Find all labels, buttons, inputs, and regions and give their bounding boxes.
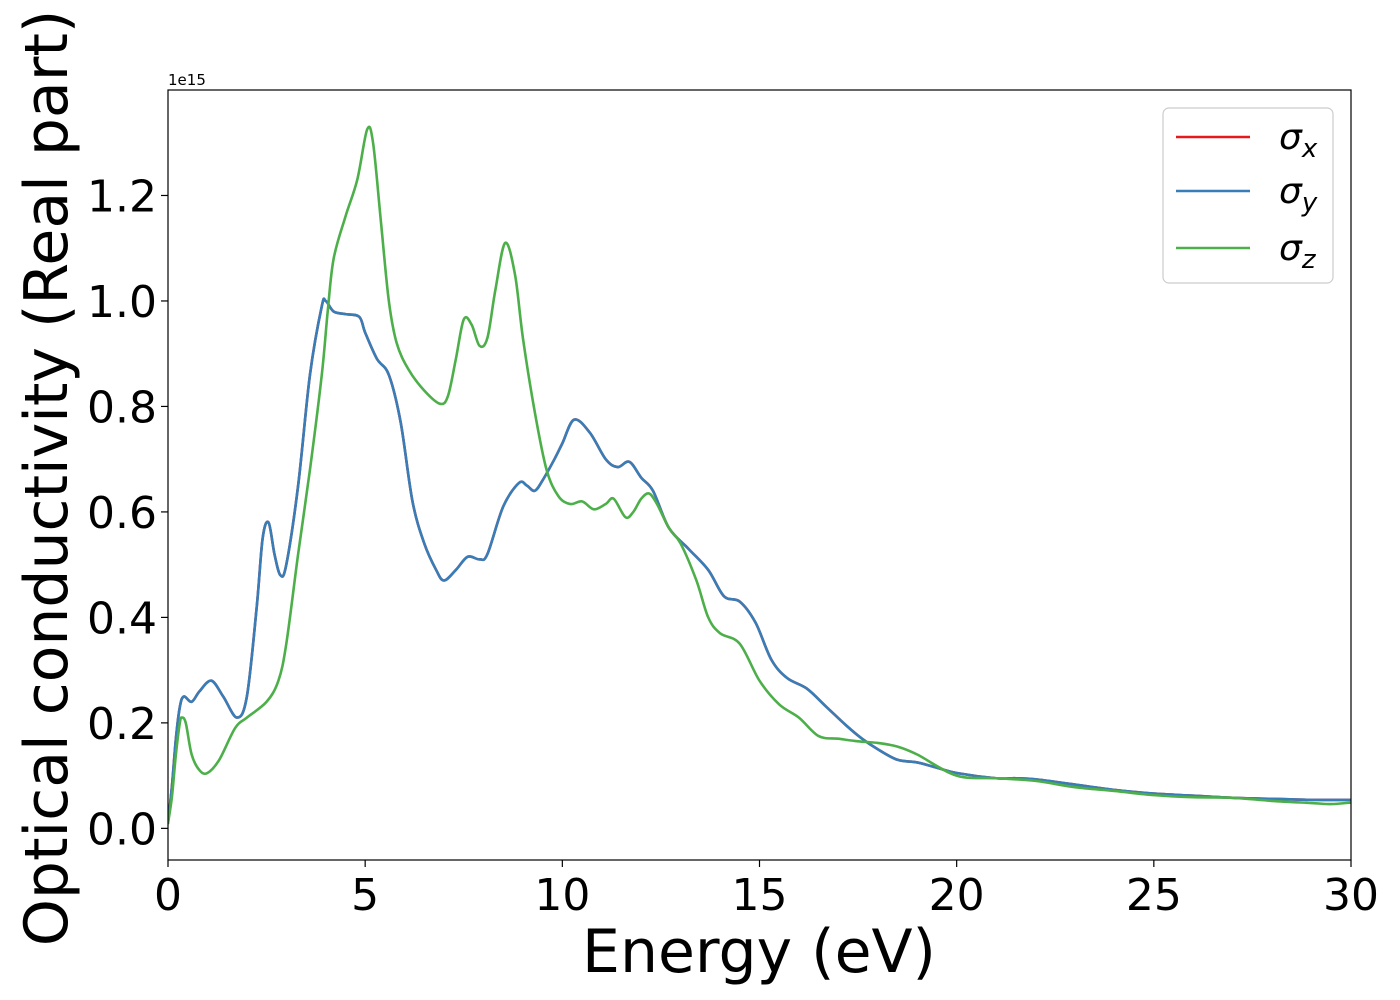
y-tick-label: 0.2 xyxy=(87,699,157,750)
y-tick-label: 0.0 xyxy=(87,804,157,855)
x-tick-label: 30 xyxy=(1323,870,1379,921)
legend-label: σy xyxy=(1279,171,1318,218)
legend-symbol: σ xyxy=(1279,228,1303,269)
x-tick-label: 0 xyxy=(154,870,182,921)
legend-subscript: x xyxy=(1301,134,1318,164)
x-tick-label: 20 xyxy=(929,870,985,921)
y-tick-label: 0.6 xyxy=(87,488,157,539)
legend-box xyxy=(1162,107,1334,284)
y-axis-ticks: 0.0 0.2 0.4 0.6 0.8 1.0 1.2 xyxy=(87,171,168,855)
legend-label: σz xyxy=(1279,228,1317,275)
series-line-σz xyxy=(168,125,1351,825)
x-axis-ticks: 0 5 10 15 20 25 30 xyxy=(154,860,1379,921)
series-line-σy xyxy=(168,297,1351,825)
legend-subscript: y xyxy=(1301,188,1318,218)
x-tick-label: 5 xyxy=(351,870,379,921)
y-offset-text: 1e15 xyxy=(168,71,206,89)
x-axis-label: Energy (eV) xyxy=(582,917,936,987)
x-tick-label: 15 xyxy=(732,870,788,921)
legend-label: σx xyxy=(1279,117,1318,164)
legend-symbol: σ xyxy=(1279,117,1303,158)
y-tick-label: 1.2 xyxy=(87,171,157,222)
series-layer xyxy=(168,125,1351,825)
y-axis-label: Optical conductivity (Real part) xyxy=(12,10,82,947)
legend-symbol: σ xyxy=(1279,171,1303,212)
x-tick-label: 10 xyxy=(534,870,590,921)
y-tick-label: 0.4 xyxy=(87,593,157,644)
legend-subscript: z xyxy=(1301,245,1317,275)
y-tick-label: 1.0 xyxy=(87,277,157,328)
x-tick-label: 25 xyxy=(1126,870,1182,921)
y-tick-label: 0.8 xyxy=(87,382,157,433)
